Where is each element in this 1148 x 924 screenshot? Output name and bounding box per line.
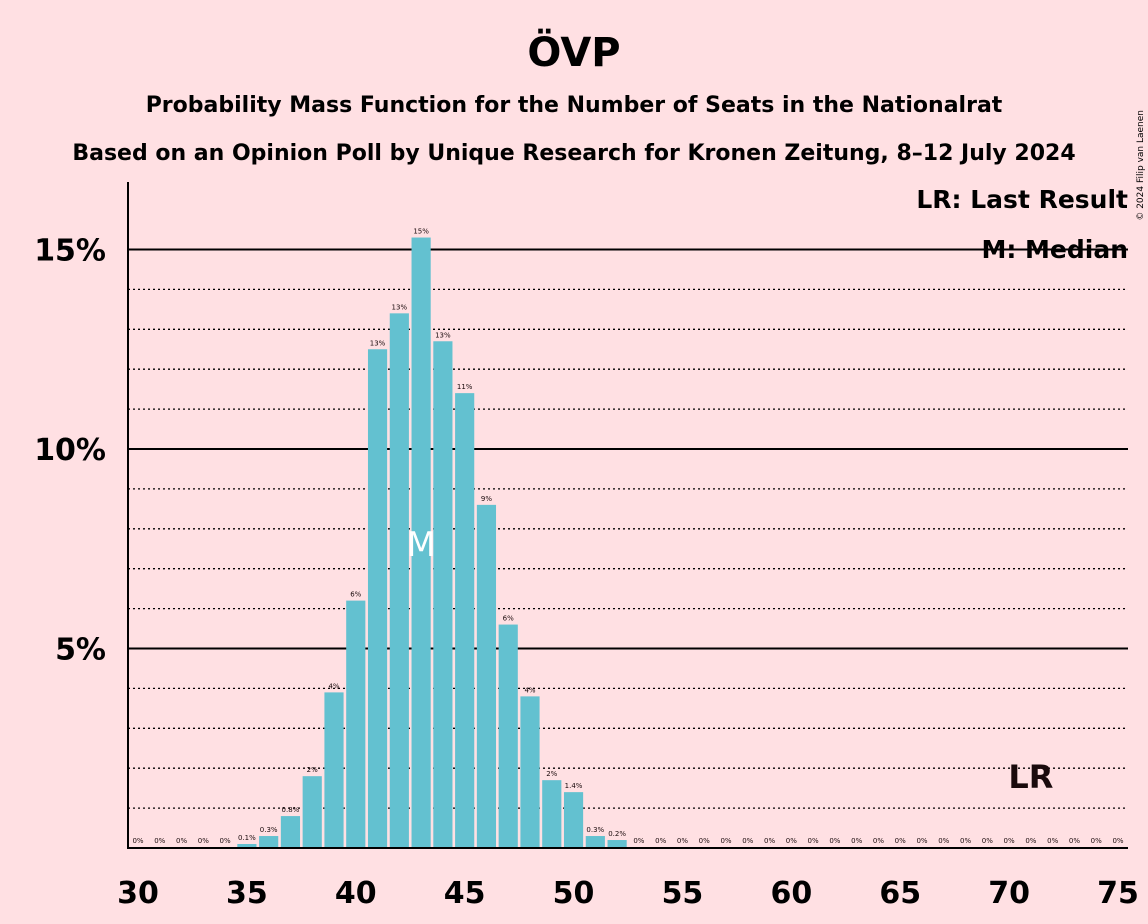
- bar-label: 0%: [960, 837, 971, 845]
- bar-label: 0%: [1004, 837, 1015, 845]
- y-tick-label: 10%: [34, 433, 106, 468]
- bar-label: 0%: [1091, 837, 1102, 845]
- bar-label: 0%: [1112, 837, 1123, 845]
- x-tick-label: 70: [988, 876, 1030, 911]
- bar-label: 2%: [546, 770, 557, 778]
- bar-label: 0%: [198, 837, 209, 845]
- bar-labels: 0% 0% 0% 0% 0% 0.1% 0.3% 0.8% 2% 4% 6% 13% 13% 15% 13%…: [132, 228, 1123, 845]
- bar-label: 0%: [1069, 837, 1080, 845]
- bar-label: 9%: [481, 495, 492, 503]
- bar-label: 13%: [392, 303, 408, 311]
- bar: [607, 840, 627, 848]
- bar-label: 13%: [435, 331, 451, 339]
- x-tick-label: 40: [335, 876, 377, 911]
- legend-median: M: Median: [981, 235, 1128, 264]
- median-marker: M: [406, 525, 435, 565]
- bar: [237, 844, 257, 848]
- x-tick-label: 60: [770, 876, 812, 911]
- bar: [302, 776, 322, 848]
- bar: [563, 792, 584, 848]
- bar-label: 0.3%: [586, 826, 604, 834]
- bars: [237, 237, 627, 849]
- bar-label: 0.1%: [238, 834, 256, 842]
- bar: [346, 600, 366, 848]
- bar: [585, 836, 605, 848]
- bar-label: 0.3%: [260, 826, 278, 834]
- markers: M LR: [406, 525, 1053, 796]
- gridlines: [128, 248, 1128, 809]
- bar-label: 0%: [132, 837, 143, 845]
- bar: [367, 349, 388, 848]
- bar: [280, 816, 301, 848]
- x-tick-label: 35: [226, 876, 268, 911]
- x-tick-label: 45: [444, 876, 486, 911]
- bar-label: 0%: [829, 837, 840, 845]
- copyright-notice: © 2024 Filip van Laenen: [1136, 110, 1146, 221]
- x-tick-label: 65: [879, 876, 921, 911]
- bar-label: 0%: [786, 837, 797, 845]
- chart-title: ÖVP: [527, 28, 620, 76]
- bar-label: 0%: [699, 837, 710, 845]
- bar: [324, 692, 344, 848]
- x-tick-label: 75: [1097, 876, 1139, 911]
- bar-label: 0%: [176, 837, 187, 845]
- bar-label: 0.2%: [608, 830, 626, 838]
- bar: [542, 780, 562, 848]
- bar-label: 1.4%: [565, 782, 583, 790]
- y-tick-label: 5%: [55, 633, 106, 668]
- bar-label: 0%: [1025, 837, 1036, 845]
- bar-label: 0%: [851, 837, 862, 845]
- bar-label: 6%: [503, 615, 514, 623]
- bar-label: 4%: [328, 682, 339, 690]
- bar-label: 0%: [220, 837, 231, 845]
- bar-label: 13%: [370, 339, 386, 347]
- bar: [476, 504, 497, 848]
- chart-subtitle: Probability Mass Function for the Number…: [146, 93, 1003, 118]
- bar-label: 0%: [677, 837, 688, 845]
- bar: [520, 696, 540, 848]
- bar-label: 0%: [720, 837, 731, 845]
- bar: [498, 624, 518, 848]
- bar-label: 0%: [873, 837, 884, 845]
- bar-label: 0%: [895, 837, 906, 845]
- bar-label: 0%: [1047, 837, 1058, 845]
- bar-label: 15%: [413, 228, 429, 236]
- y-tick-labels: 5% 10% 15%: [34, 234, 106, 668]
- y-tick-label: 15%: [34, 234, 106, 269]
- bar-label: 0%: [633, 837, 644, 845]
- legend-last-result: LR: Last Result: [916, 185, 1128, 214]
- bar-label: 2%: [307, 766, 318, 774]
- bar-label: 11%: [457, 383, 473, 391]
- bar-label: 0.8%: [282, 806, 300, 814]
- bar-label: 0%: [916, 837, 927, 845]
- bar-label: 0%: [154, 837, 165, 845]
- bar: [433, 341, 453, 848]
- bar: [455, 393, 475, 848]
- bar-label: 6%: [350, 591, 361, 599]
- bar: [411, 237, 431, 848]
- bar: [389, 313, 409, 849]
- x-tick-label: 50: [553, 876, 595, 911]
- x-tick-label: 55: [662, 876, 704, 911]
- bar: [259, 836, 279, 848]
- bar-label: 0%: [938, 837, 949, 845]
- bar-label: 0%: [655, 837, 666, 845]
- x-tick-label: 30: [117, 876, 159, 911]
- bar-label: 0%: [742, 837, 753, 845]
- x-tick-labels: 30 35 40 45 50 55 60 65 70 75: [117, 876, 1139, 911]
- axes: [127, 182, 1128, 849]
- bar-label: 0%: [808, 837, 819, 845]
- chart-subtitle-2: Based on an Opinion Poll by Unique Resea…: [72, 141, 1075, 166]
- bar-label: 4%: [524, 686, 535, 694]
- bar-label: 0%: [764, 837, 775, 845]
- bar-label: 0%: [982, 837, 993, 845]
- last-result-marker: LR: [1008, 758, 1053, 796]
